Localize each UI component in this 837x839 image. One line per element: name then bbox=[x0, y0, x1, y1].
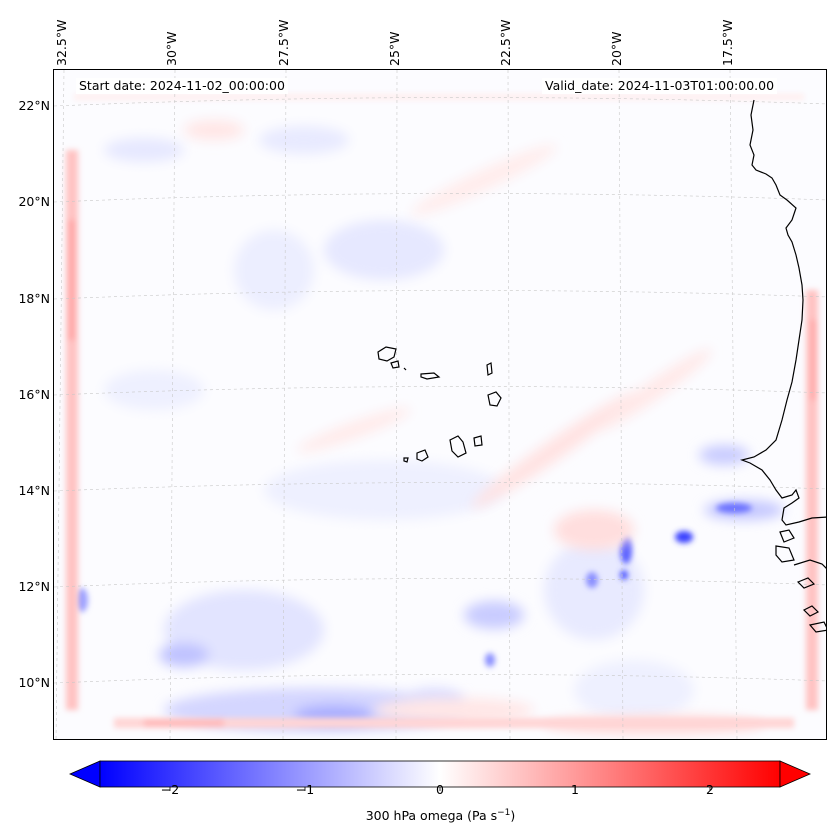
colorbar-title-prefix: 300 hPa omega (Pa s bbox=[365, 808, 498, 824]
colorbar-max-extend bbox=[779, 760, 812, 788]
graticule bbox=[54, 70, 826, 739]
lon-label-30w: 30°W bbox=[164, 31, 179, 66]
colorbar bbox=[68, 760, 812, 791]
lon-label-27-5w: 27.5°W bbox=[276, 19, 291, 66]
colorbar-title: 300 hPa omega (Pa s−1) bbox=[0, 808, 837, 823]
colorbar-tick-1: 1 bbox=[571, 782, 579, 797]
negative-omega-patches bbox=[104, 126, 784, 732]
colorbar-tick-minus1: −1 bbox=[295, 782, 315, 797]
colorbar-gradient bbox=[99, 760, 781, 788]
colorbar-ticks bbox=[169, 787, 711, 791]
lon-label-20w: 20°W bbox=[609, 31, 624, 66]
lat-label-12n: 12°N bbox=[18, 579, 50, 594]
lon-label-32-5w: 32.5°W bbox=[54, 19, 69, 66]
colorbar-tick-0: 0 bbox=[436, 782, 444, 797]
lat-label-18n: 18°N bbox=[18, 291, 50, 306]
lat-label-22n: 22°N bbox=[18, 98, 50, 113]
lat-label-16n: 16°N bbox=[18, 387, 50, 402]
omega-field-map bbox=[54, 70, 826, 739]
boundary-artefacts bbox=[66, 94, 818, 728]
valid-date-label: Valid_date: 2024-11-03T01:00:00.00 bbox=[542, 78, 778, 94]
colorbar-title-suffix: ) bbox=[510, 808, 516, 824]
colorbar-min-extend bbox=[68, 760, 101, 788]
colorbar-title-exponent: −1 bbox=[497, 808, 511, 818]
colorbar-tick-2: 2 bbox=[706, 782, 714, 797]
cape-verde-islands bbox=[377, 346, 502, 463]
lat-label-20n: 20°N bbox=[18, 194, 50, 209]
west-africa-coastline bbox=[739, 99, 826, 633]
start-date-label: Start date: 2024-11-02_00:00:00 bbox=[76, 78, 288, 94]
colorbar-tick-minus2: −2 bbox=[160, 782, 180, 797]
lon-label-25w: 25°W bbox=[387, 31, 402, 66]
map-panel[interactable] bbox=[53, 69, 827, 740]
lat-label-14n: 14°N bbox=[18, 483, 50, 498]
lon-label-17-5w: 17.5°W bbox=[720, 19, 735, 66]
lon-label-22-5w: 22.5°W bbox=[498, 19, 513, 66]
lat-label-10n: 10°N bbox=[18, 675, 50, 690]
